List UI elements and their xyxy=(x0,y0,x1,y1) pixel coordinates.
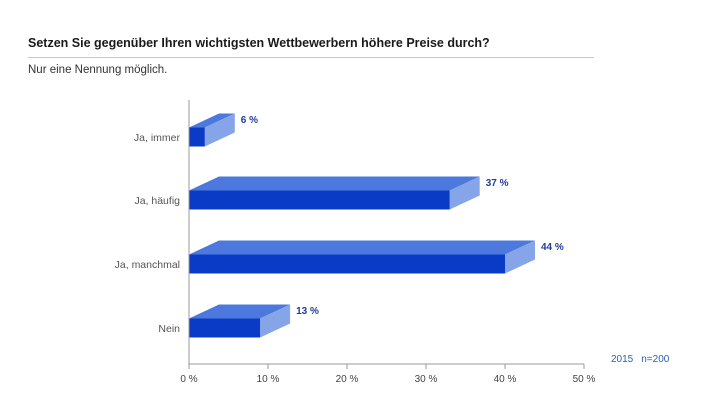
chart-title: Setzen Sie gegenüber Ihren wichtigsten W… xyxy=(28,36,490,50)
bar-top-face xyxy=(189,113,235,128)
bar xyxy=(189,127,205,147)
chart-footnote: 2015 n=200 xyxy=(611,354,677,365)
category-label: Ja, immer xyxy=(134,132,181,144)
bar-side-face xyxy=(260,304,291,338)
bar-top-face xyxy=(189,304,291,319)
chart-subtitle: Nur eine Nennung möglich. xyxy=(28,64,168,76)
x-tick-label: 30 % xyxy=(415,374,438,385)
bar-value-label: 13 % xyxy=(296,306,319,317)
x-tick-label: 40 % xyxy=(494,374,517,385)
bar-side-face xyxy=(505,240,535,274)
title-divider xyxy=(28,57,594,58)
bar xyxy=(189,318,261,338)
bar-side-face xyxy=(204,113,235,147)
category-label: Ja, manchmal xyxy=(115,259,180,271)
x-tick-label: 20 % xyxy=(336,374,359,385)
bar xyxy=(189,254,505,274)
category-label: Ja, häufig xyxy=(134,195,180,207)
bar-top-face xyxy=(189,240,535,255)
category-label: Nein xyxy=(158,323,180,335)
x-tick-label: 50 % xyxy=(573,374,596,385)
bar-side-face xyxy=(449,176,480,210)
bar xyxy=(189,190,450,210)
x-tick-label: 10 % xyxy=(257,374,280,385)
bar-value-label: 37 % xyxy=(486,178,509,189)
bar-top-face xyxy=(189,176,480,191)
bar-value-label: 6 % xyxy=(241,115,258,126)
x-tick-label: 0 % xyxy=(180,374,197,385)
footnote-year: 2015 xyxy=(611,354,634,365)
footnote-sample: n=200 xyxy=(641,354,670,365)
bar-value-label: 44 % xyxy=(541,242,564,253)
